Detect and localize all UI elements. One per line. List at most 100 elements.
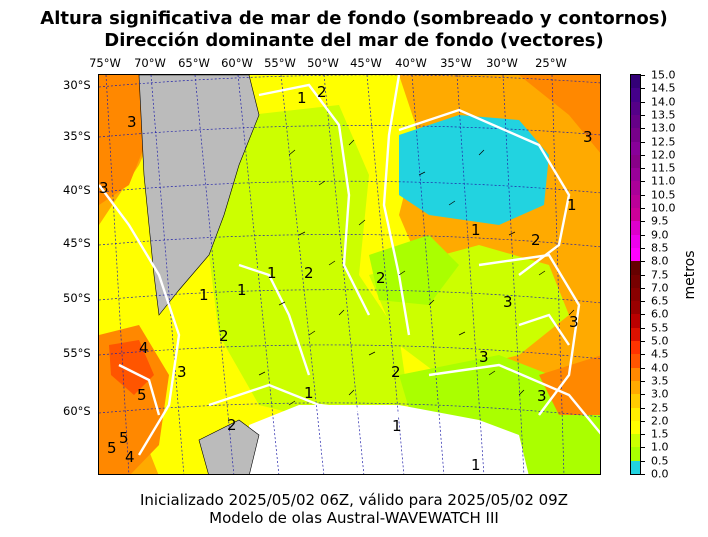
contour-label: 5 — [119, 429, 129, 447]
colorbar-tick-label: 2.0 — [651, 414, 669, 428]
field-darkorange-ne — [519, 75, 600, 153]
colorbar-tick-label: 0.5 — [651, 454, 669, 468]
land-antarctic-peninsula — [198, 419, 260, 474]
colorbar-segment — [631, 87, 640, 102]
colorbar-tick-mark — [641, 367, 645, 369]
colorbar-tick-label: 11.0 — [651, 174, 676, 188]
colorbar-tick-mark — [641, 474, 645, 475]
colorbar-tick-mark — [641, 314, 645, 316]
colorbar-tick-mark — [641, 221, 645, 223]
colorbar-segment — [631, 260, 640, 275]
contour-label: 1 — [237, 281, 247, 299]
colorbar-tick-mark — [641, 88, 645, 90]
colorbar-segment — [631, 141, 640, 155]
contour-label: 2 — [304, 264, 314, 282]
contour-label: 1 — [471, 221, 481, 239]
colorbar-tick-label: 6.0 — [651, 307, 669, 321]
contour-label: 1 — [304, 384, 314, 402]
colorbar-tick-label: 13.5 — [651, 108, 676, 122]
colorbar-tick-mark — [641, 168, 645, 170]
colorbar-tick-label: 7.5 — [651, 268, 669, 281]
footer-line2: Modelo de olas Austral-WAVEWATCH III — [209, 509, 499, 527]
contour-label: 2 — [317, 83, 327, 101]
field-ice — [249, 405, 529, 474]
colorbar-segment — [631, 327, 640, 341]
colorbar-tick-mark — [641, 407, 645, 409]
colorbar-segment — [631, 247, 640, 262]
contour-label: 2 — [531, 231, 541, 249]
colorbar-segment — [631, 101, 640, 115]
colorbar-tick-mark — [641, 114, 645, 116]
colorbar-tick-mark — [641, 181, 645, 183]
colorbar-tick-mark — [641, 420, 645, 422]
contour-label: 2 — [391, 363, 401, 381]
colorbar-segment — [631, 433, 640, 448]
colorbar-tick-mark — [641, 460, 645, 462]
colorbar-segment — [631, 180, 640, 195]
colorbar-segment — [631, 446, 640, 461]
colorbar-segment — [631, 313, 640, 328]
contour-label: 3 — [99, 179, 109, 197]
contour-label: 3 — [479, 348, 489, 366]
contour-label: 5 — [137, 386, 147, 404]
colorbar-tick-label: 14.5 — [651, 81, 676, 95]
colorbar — [630, 74, 641, 475]
colorbar-segment — [631, 74, 640, 89]
colorbar-tick-mark — [641, 75, 645, 76]
colorbar-tick-mark — [641, 141, 645, 143]
colorbar-tick-label: 10.5 — [651, 188, 676, 202]
map-canvas: 1 1 1 1 1 1 1 1 1 2 2 2 2 2 2 2 3 3 3 3 … — [99, 75, 600, 474]
colorbar-segment — [631, 234, 640, 248]
colorbar-segment — [631, 194, 640, 208]
colorbar-segment — [631, 380, 640, 395]
contour-label: 3 — [583, 128, 593, 146]
colorbar-tick-mark — [641, 208, 645, 209]
contour-label: 2 — [376, 269, 386, 287]
colorbar-tick-mark — [641, 128, 645, 130]
colorbar-tick-label: 12.0 — [651, 148, 676, 162]
contour-label: 1 — [199, 286, 209, 304]
lon-label: 75°W — [89, 56, 121, 70]
contour-label: 3 — [503, 293, 513, 311]
colorbar-segment — [631, 274, 640, 288]
colorbar-tick-mark — [641, 234, 645, 236]
lon-label: 60°W — [221, 56, 253, 70]
colorbar-segment — [631, 220, 640, 235]
colorbar-segment — [631, 460, 640, 474]
field-green — [369, 235, 459, 305]
lon-label: 40°W — [395, 56, 427, 70]
map-title-line2: Dirección dominante del mar de fondo (ve… — [104, 30, 604, 51]
lat-label: 50°S — [63, 291, 91, 305]
lat-label: 45°S — [63, 236, 91, 250]
colorbar-tick-label: 13.0 — [651, 121, 676, 135]
colorbar-tick-label: 10.0 — [651, 201, 676, 215]
colorbar-tick-label: 2.5 — [651, 401, 669, 414]
colorbar-tick-mark — [641, 354, 645, 356]
colorbar-segment — [631, 154, 640, 169]
colorbar-tick-label: 5.0 — [651, 334, 669, 348]
colorbar-segment — [631, 167, 640, 182]
colorbar-segment — [631, 300, 640, 315]
lon-label: 50°W — [307, 56, 339, 70]
colorbar-segment — [631, 114, 640, 129]
contour-label: 4 — [125, 448, 135, 466]
colorbar-tick-mark — [641, 380, 645, 382]
colorbar-tick-mark — [641, 394, 645, 396]
colorbar-segment — [631, 420, 640, 435]
land-south-america — [138, 75, 260, 316]
colorbar-tick-label: 1.0 — [651, 440, 669, 454]
field-cyan — [399, 115, 549, 225]
lon-label: 25°W — [535, 56, 567, 70]
colorbar-tick-mark — [641, 447, 645, 449]
colorbar-tick-label: 8.5 — [651, 241, 669, 255]
colorbar-tick-mark — [641, 274, 645, 276]
lat-label: 30°S — [63, 78, 91, 92]
colorbar-tick-mark — [641, 301, 645, 303]
contour-label: 1 — [567, 196, 577, 214]
lon-label: 45°W — [350, 56, 382, 70]
colorbar-label: metros — [682, 250, 698, 300]
colorbar-segment — [631, 207, 640, 222]
colorbar-tick-label: 1.5 — [651, 427, 669, 441]
colorbar-tick-label: 4.5 — [651, 347, 669, 361]
colorbar-tick-label: 9.5 — [651, 214, 669, 228]
